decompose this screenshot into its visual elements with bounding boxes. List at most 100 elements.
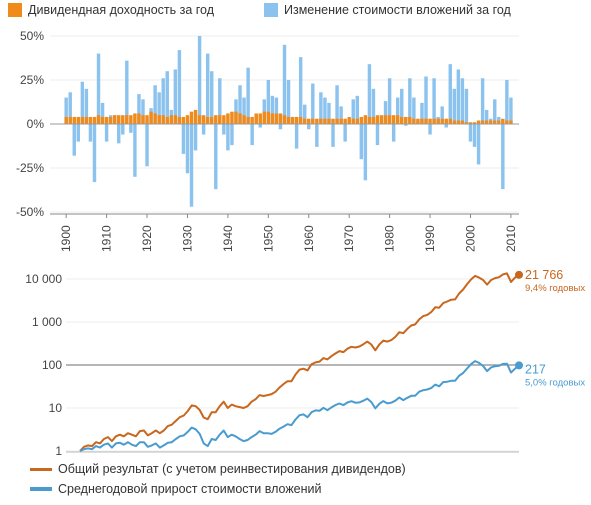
- y-tick-label: -50%: [16, 205, 44, 219]
- price-change-bar: [278, 124, 283, 130]
- price-change-bar: [505, 80, 509, 124]
- price-change-bar: [509, 97, 513, 124]
- dividend-bar: [177, 116, 182, 124]
- price-change-bar: [246, 67, 250, 124]
- dividend-bar: [448, 118, 452, 124]
- dividend-bar: [420, 118, 424, 124]
- dividend-bar: [258, 113, 262, 124]
- legend-label-price-growth: Среднегодовой прирост стоимости вложений: [58, 482, 322, 496]
- dividend-bar: [117, 115, 121, 124]
- dividend-bar: [149, 111, 153, 124]
- price-change-bar: [189, 124, 194, 207]
- price-change-bar: [375, 124, 380, 146]
- dividend-bar: [440, 118, 444, 124]
- price-change-bar: [185, 124, 190, 174]
- price-change-bar: [96, 53, 101, 124]
- dividend-bar: [497, 120, 501, 124]
- dividend-bar: [210, 116, 214, 124]
- x-tick-label: 1960: [302, 225, 316, 252]
- dividend-bar: [319, 118, 323, 124]
- price-change-bar: [444, 124, 448, 128]
- dividend-bar: [189, 111, 194, 124]
- price-change-bar: [456, 69, 461, 124]
- y-tick-label: 1: [55, 444, 62, 455]
- price-change-bar: [408, 78, 412, 124]
- price-change-bar: [210, 71, 214, 124]
- dividend-bar: [238, 113, 242, 124]
- dividend-bar: [387, 115, 392, 124]
- legend-item-total-return: Общий результат (с учетом реинвестирован…: [30, 462, 406, 476]
- dividend-bar: [460, 120, 465, 124]
- dividend-bar: [444, 118, 448, 124]
- price-change-bar: [440, 106, 444, 124]
- price-change-bar: [165, 71, 169, 124]
- y-tick-label: 100: [42, 358, 62, 372]
- dividend-bar: [452, 120, 457, 124]
- dividend-bar: [80, 116, 85, 124]
- dividend-bar: [112, 115, 117, 124]
- x-tick-label: 1980: [383, 225, 397, 252]
- dividend-bar: [327, 118, 331, 124]
- price-change-bar: [100, 102, 105, 124]
- price-change-bar: [363, 124, 368, 181]
- price-change-bar: [266, 80, 271, 124]
- price-change-bar: [484, 109, 489, 124]
- price-change-bar: [157, 92, 161, 124]
- dividend-bar: [214, 115, 218, 124]
- price-change-bar: [497, 116, 501, 124]
- dividend-bar: [286, 116, 291, 124]
- dividend-bar: [218, 115, 222, 124]
- dividend-bar: [395, 115, 400, 124]
- legend-swatch-price-growth: [30, 487, 52, 491]
- price-change-bar: [460, 78, 465, 124]
- dividend-bar: [153, 113, 157, 124]
- x-tick-label: 2000: [463, 225, 477, 252]
- price-change-bar: [472, 124, 477, 147]
- x-tick-label: 2010: [504, 225, 518, 252]
- dividend-bar: [76, 116, 81, 124]
- total-return-end-label: 21 766: [525, 268, 563, 282]
- price-change-bar: [193, 124, 198, 151]
- dividend-bar: [234, 111, 238, 124]
- price-change-bar: [400, 88, 404, 124]
- y-tick-label: 25%: [20, 73, 44, 87]
- dividend-bar: [298, 116, 303, 124]
- price-change-bar: [424, 76, 428, 124]
- price-change-bar: [238, 85, 242, 124]
- dividend-bar: [509, 120, 513, 124]
- price-change-bar: [319, 92, 323, 124]
- dividend-bar: [145, 115, 149, 124]
- dividend-bar: [133, 113, 137, 124]
- y-tick-label: 10 000: [25, 272, 62, 286]
- dividend-bar: [197, 115, 202, 124]
- dividend-bar: [92, 116, 97, 124]
- dividend-bar: [230, 111, 234, 124]
- dividend-bar: [371, 116, 376, 124]
- x-tick-label: 1950: [261, 225, 275, 252]
- dividend-bar: [274, 113, 279, 124]
- price-change-bar: [464, 88, 469, 124]
- dividend-bar: [161, 115, 165, 124]
- price-change-bar: [391, 124, 396, 142]
- price-change-bar: [452, 88, 457, 124]
- dividend-bar: [266, 111, 271, 124]
- dividend-bar: [408, 116, 412, 124]
- dividend-bar: [157, 115, 161, 124]
- price-change-bar: [428, 124, 432, 135]
- price-change-bar: [214, 124, 218, 190]
- dividend-bar: [347, 116, 351, 124]
- dividend-bar: [181, 116, 186, 124]
- price-change-bar: [311, 83, 315, 124]
- dividend-bar: [416, 118, 420, 124]
- price-change-bar: [218, 78, 222, 124]
- dividend-bar: [96, 115, 101, 124]
- price-change-bar: [181, 124, 186, 154]
- price-change-bar: [468, 124, 473, 142]
- dividend-bar: [355, 118, 359, 124]
- price-change-bar: [250, 124, 254, 146]
- price-change-bar: [129, 124, 133, 133]
- dividend-bar: [68, 116, 72, 124]
- dividend-bar: [226, 113, 230, 124]
- dividend-bar: [359, 116, 364, 124]
- legend-label-dividend: Дивидендная доходность за год: [28, 3, 215, 17]
